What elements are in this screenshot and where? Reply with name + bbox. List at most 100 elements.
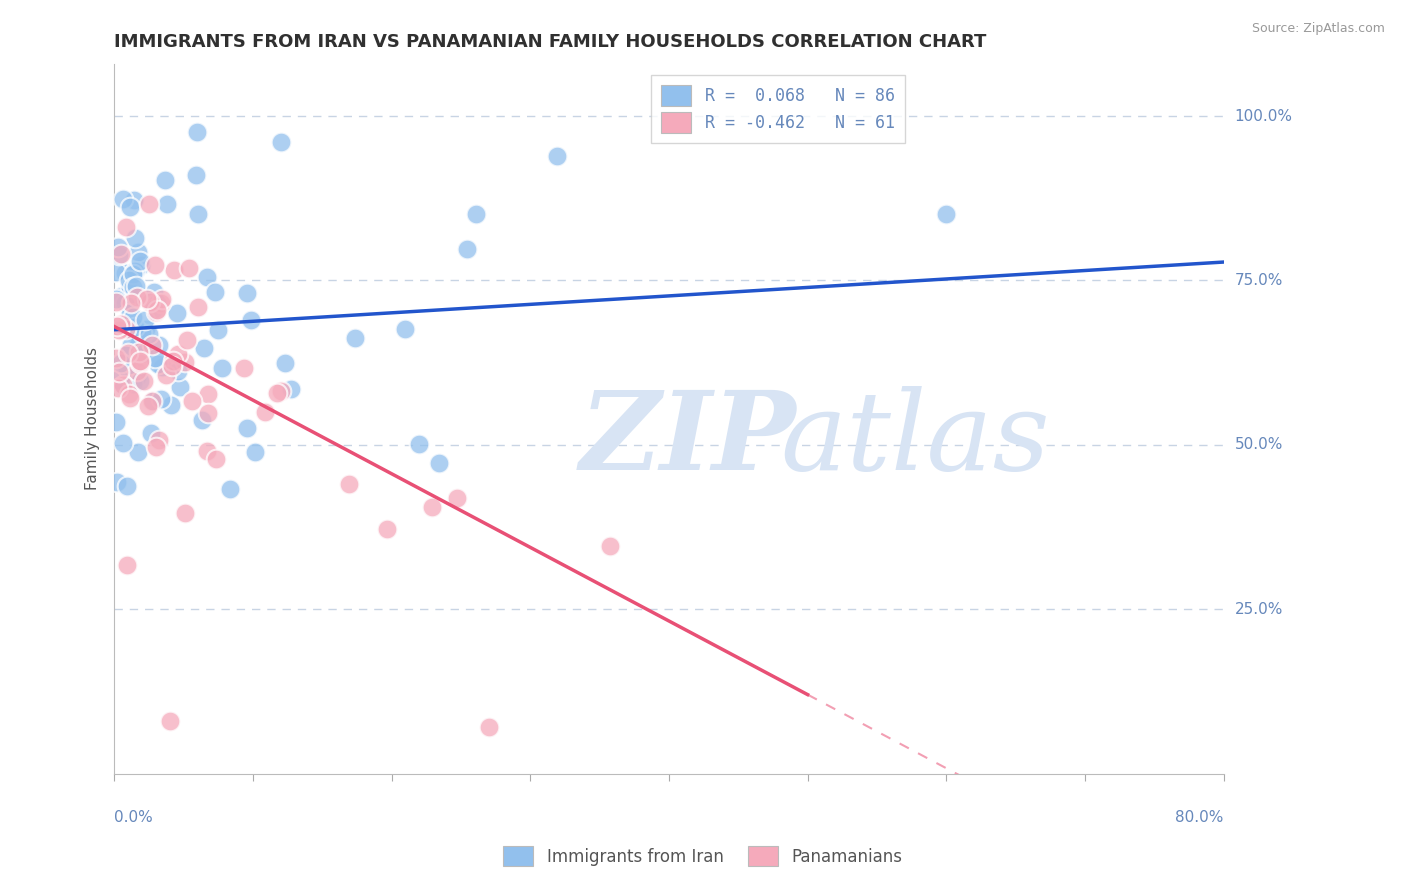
Point [115,558,138,572]
Point [274,356,297,370]
Point [143,302,166,317]
Point [110,247,132,261]
Point [150,292,173,306]
Point [197,386,219,401]
Point [117,361,139,376]
Point [162,359,184,374]
Point [122,193,145,207]
Text: 50.0%: 50.0% [1234,437,1284,452]
Point [204,285,226,299]
Point [134,313,156,327]
Point [235,286,257,301]
Point [204,451,226,466]
Point [111,289,134,303]
Point [420,500,443,515]
Point [176,333,198,347]
Legend: R =  0.068   N = 86, R = -0.462   N = 61: R = 0.068 N = 86, R = -0.462 N = 61 [651,76,904,143]
Text: Source: ZipAtlas.com: Source: ZipAtlas.com [1251,22,1385,36]
Point [115,322,138,336]
Point [131,326,153,340]
Point [478,721,501,735]
Point [124,264,146,278]
Point [150,360,173,375]
Point [197,406,219,420]
Point [408,437,430,451]
Point [136,400,159,414]
Point [112,380,135,394]
Point [159,714,181,728]
Point [121,280,143,294]
Point [150,392,173,407]
Text: 100.0%: 100.0% [1234,109,1292,124]
Text: 75.0%: 75.0% [1234,273,1284,288]
Point [187,300,209,314]
Point [114,296,136,310]
Point [155,368,177,383]
Point [149,296,172,310]
Point [111,192,134,206]
Point [219,483,242,497]
Point [122,310,145,325]
Text: IMMIGRANTS FROM IRAN VS PANAMANIAN FAMILY HOUSEHOLDS CORRELATION CHART: IMMIGRANTS FROM IRAN VS PANAMANIAN FAMIL… [114,33,987,51]
Point [121,377,143,392]
Text: 25.0%: 25.0% [1234,601,1284,616]
Text: 0.0%: 0.0% [114,810,153,825]
Point [118,386,141,401]
Text: 80.0%: 80.0% [1175,810,1223,825]
Point [107,365,129,379]
Point [127,444,149,458]
Point [124,231,146,245]
Point [146,303,169,318]
Legend: Immigrants from Iran, Panamanians: Immigrants from Iran, Panamanians [495,838,911,875]
Point [110,356,132,370]
Point [166,305,188,319]
Point [162,354,184,368]
Point [105,373,128,387]
Point [159,398,181,412]
Point [135,292,157,306]
Point [148,434,170,448]
Point [232,360,254,375]
Point [120,338,142,352]
Point [167,347,190,361]
Point [108,248,131,262]
Point [235,421,257,435]
Point [186,169,208,183]
Point [104,351,127,365]
Point [139,294,162,309]
Point [128,354,150,368]
Point [186,124,208,138]
Point [179,261,201,276]
Point [129,258,152,272]
Point [127,244,149,259]
Point [195,443,218,458]
Point [148,357,170,371]
Point [107,240,129,254]
Point [427,456,450,470]
Point [118,273,141,287]
Point [107,381,129,395]
Point [105,475,128,489]
Point [104,294,127,309]
Point [120,296,142,310]
Point [127,364,149,378]
Point [169,379,191,393]
Point [173,506,195,520]
Point [148,338,170,352]
Point [104,292,127,306]
Point [107,323,129,337]
Point [245,445,267,459]
Point [125,289,148,303]
Point [141,394,163,409]
Point [128,351,150,365]
Point [375,522,398,536]
Point [128,345,150,359]
Point [114,219,136,234]
Point [195,270,218,285]
Point [193,341,215,355]
Point [446,491,468,505]
Point [343,331,366,345]
Point [211,360,233,375]
Point [339,477,361,491]
Point [105,415,128,429]
